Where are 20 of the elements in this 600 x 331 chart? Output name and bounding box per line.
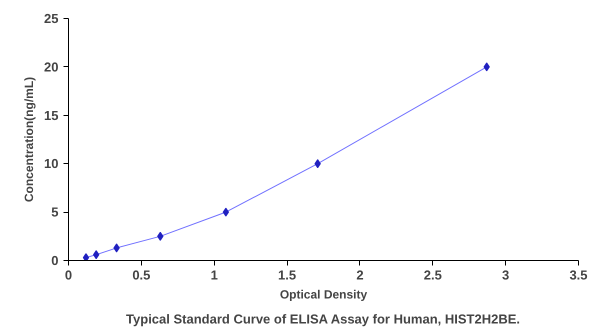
y-tick-label: 20 bbox=[44, 59, 59, 74]
y-tick-label: 10 bbox=[44, 156, 59, 172]
x-tick-label: 1.5 bbox=[278, 268, 296, 282]
y-tick-label: 15 bbox=[44, 108, 59, 123]
x-axis-title: Optical Density bbox=[280, 288, 368, 302]
y-axis-title: Concentration(ng/mL) bbox=[22, 76, 36, 202]
point bbox=[82, 253, 90, 260]
point bbox=[113, 243, 120, 252]
x-tick-label: 2 bbox=[356, 268, 364, 282]
x-tick-label: 3 bbox=[502, 268, 510, 282]
y-tick-label: 25 bbox=[44, 11, 59, 26]
x-tick-label: 0.5 bbox=[132, 268, 150, 282]
x-tick-label: 2.5 bbox=[424, 268, 442, 282]
y-tick-label: 0 bbox=[51, 253, 59, 268]
x-tick-label: 1 bbox=[210, 268, 218, 282]
text: Typical Standard Curve of ELISA Assay for Human, HIST2H2BE. bbox=[126, 312, 520, 326]
x-tick-label: 0 bbox=[64, 268, 72, 282]
y-tick-label: 5 bbox=[51, 204, 59, 220]
point bbox=[222, 208, 230, 217]
x-tick-label: 3.5 bbox=[569, 268, 588, 282]
